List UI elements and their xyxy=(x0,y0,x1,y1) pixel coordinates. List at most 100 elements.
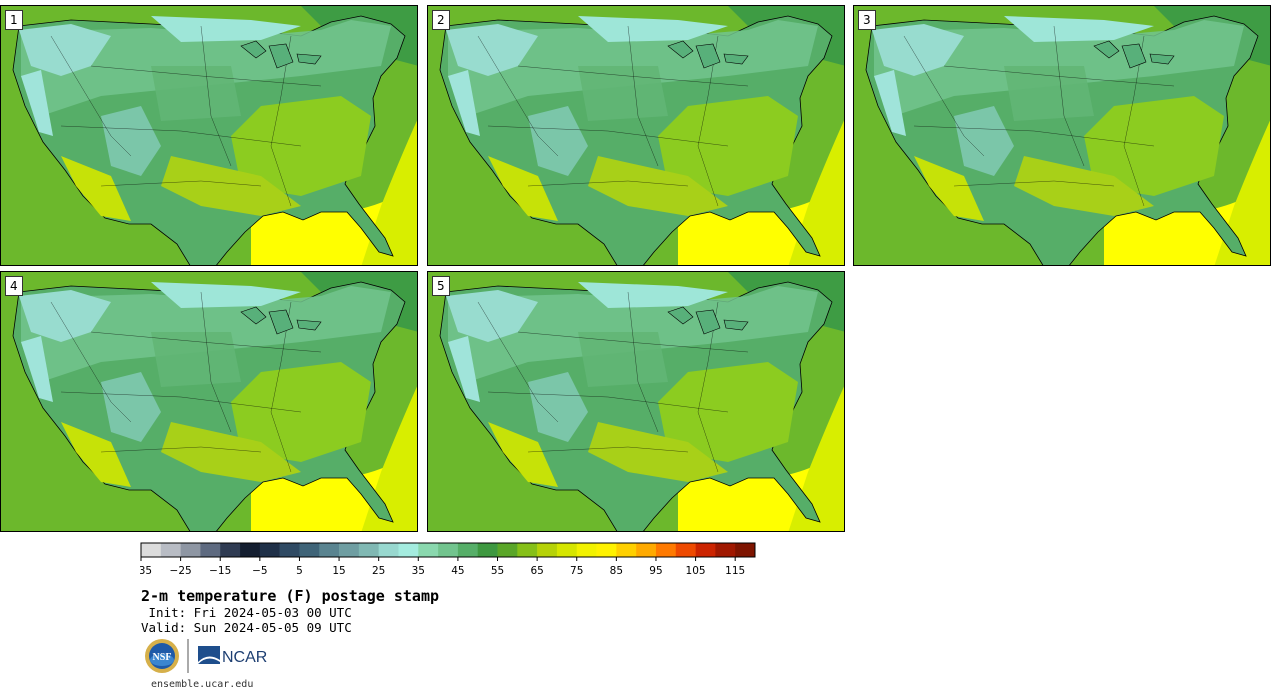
sierra-cold-region xyxy=(448,70,480,136)
great-lakes xyxy=(667,306,749,335)
colorbar-tick-label: −15 xyxy=(209,565,231,577)
temperature-map xyxy=(1,272,417,531)
desert-southwest-region xyxy=(61,156,131,221)
colorbar-bin xyxy=(556,543,578,557)
member-panel-1: 1 xyxy=(0,5,418,266)
rockies-cool-region xyxy=(528,106,588,176)
colorbar-bin xyxy=(517,543,538,557)
rockies-cool-region xyxy=(528,372,588,442)
rockies-cool-region xyxy=(101,372,161,442)
rockies-cool-region xyxy=(954,106,1014,176)
colorbar-bin xyxy=(279,543,300,557)
init-time: Init: Fri 2024-05-03 00 UTC xyxy=(141,605,352,620)
desert-southwest-region xyxy=(914,156,984,221)
colorbar-tick-label: 115 xyxy=(725,565,745,577)
colorbar-tick-label: 55 xyxy=(491,565,504,577)
central-plains-region xyxy=(578,332,668,387)
pacific-northwest-cold-region xyxy=(872,24,964,76)
colorbar-tick-label: −25 xyxy=(170,565,192,577)
colorbar-bin xyxy=(695,543,716,557)
colorbar-tick-label: 15 xyxy=(332,565,345,577)
colorbar-tick-label: 95 xyxy=(649,565,662,577)
colorbar-bin xyxy=(180,543,201,557)
colorbar-bin xyxy=(616,543,637,557)
valid-time: Valid: Sun 2024-05-05 09 UTC xyxy=(141,620,352,635)
pacific-northwest-cold-region xyxy=(446,24,538,76)
colorbar-bin xyxy=(259,543,280,557)
colorbar-tick-label: 85 xyxy=(610,565,623,577)
state-boundaries xyxy=(477,25,749,207)
great-lakes xyxy=(240,40,322,69)
state-boundaries xyxy=(50,291,322,473)
colorbar-tick-label: −35 xyxy=(140,565,152,577)
canadian-cold-region xyxy=(1004,16,1154,42)
sierra-cold-region xyxy=(21,336,53,402)
sierra-cold-region xyxy=(21,70,53,136)
colorbar-bin xyxy=(537,543,558,557)
colorbar-bin xyxy=(477,543,498,557)
desert-southwest-region xyxy=(488,422,558,487)
temperature-map xyxy=(428,6,844,265)
ncar-logo-text: NCAR xyxy=(222,649,267,666)
member-panel-2: 2 xyxy=(427,5,845,266)
colorbar-bin xyxy=(398,543,419,557)
colorbar-bin xyxy=(378,543,399,557)
member-label: 3 xyxy=(858,10,876,30)
nsf-logo-text: NSF xyxy=(153,652,172,663)
colorbar-bin xyxy=(457,543,479,557)
colorbar-bin xyxy=(636,543,657,557)
great-lakes xyxy=(667,40,749,69)
member-label: 2 xyxy=(432,10,450,30)
central-plains-region xyxy=(578,66,668,121)
ncar-logo: NCAR xyxy=(198,646,267,666)
southern-plains-region xyxy=(161,422,301,482)
sponsor-logos: NSF NCAR xyxy=(145,639,267,673)
pacific-northwest-cold-region xyxy=(19,24,111,76)
colorbar-tick-label: 65 xyxy=(530,565,543,577)
central-plains-region xyxy=(151,66,241,121)
canadian-cold-region xyxy=(578,16,728,42)
southern-plains-region xyxy=(588,422,728,482)
colorbar-bin xyxy=(418,543,439,557)
member-label: 4 xyxy=(5,276,23,296)
colorbar-tick-label: 5 xyxy=(296,565,303,577)
colorbar-tick-label: 105 xyxy=(686,565,706,577)
colorbar-tick-label: 75 xyxy=(570,565,583,577)
colorbar-bin xyxy=(319,543,340,557)
desert-southwest-region xyxy=(61,422,131,487)
member-label: 5 xyxy=(432,276,450,296)
colorbar-tick-label: −5 xyxy=(252,565,267,577)
sierra-cold-region xyxy=(448,336,480,402)
member-panel-5: 5 xyxy=(427,271,845,532)
southern-plains-region xyxy=(1014,156,1154,216)
colorbar-bin xyxy=(339,543,360,557)
colorbar-tick-label: 35 xyxy=(412,565,425,577)
colorbar-bin xyxy=(299,543,320,557)
sierra-cold-region xyxy=(874,70,906,136)
colorbar-bin xyxy=(358,543,379,557)
member-panel-4: 4 xyxy=(0,271,418,532)
colorbar-bin xyxy=(141,543,162,557)
rockies-cool-region xyxy=(101,106,161,176)
colorbar-bin xyxy=(160,543,181,557)
state-boundaries xyxy=(477,291,749,473)
temperature-colorbar: −35 −25 −15 −5 5 15 25 35 45 55 65 75 85 95 105 115 xyxy=(140,542,756,577)
colorbar-bin xyxy=(596,543,617,557)
colorbar-bin xyxy=(200,543,221,557)
colorbar-bin xyxy=(655,543,677,557)
member-panel-3: 3 xyxy=(853,5,1271,266)
colorbar-bin xyxy=(735,543,756,557)
colorbar-bin xyxy=(240,543,261,557)
great-lakes xyxy=(240,306,322,335)
southern-plains-region xyxy=(161,156,301,216)
state-boundaries xyxy=(903,25,1175,207)
figure-title: 2-m temperature (F) postage stamp xyxy=(141,587,440,605)
canadian-cold-region xyxy=(578,282,728,308)
central-plains-region xyxy=(1004,66,1094,121)
member-label: 1 xyxy=(5,10,23,30)
pacific-northwest-cold-region xyxy=(19,290,111,342)
website-link[interactable]: ensemble.ucar.edu xyxy=(151,679,254,690)
southern-plains-region xyxy=(588,156,728,216)
desert-southwest-region xyxy=(488,156,558,221)
colorbar-bin xyxy=(576,543,597,557)
